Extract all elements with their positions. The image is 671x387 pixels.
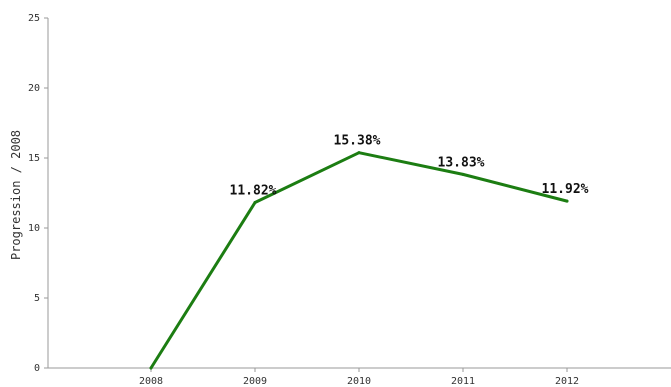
- y-tick-label: 0: [34, 363, 40, 374]
- x-tick-label: 2010: [347, 376, 371, 387]
- y-axis: 0 5 10 15 20 25: [28, 13, 49, 374]
- data-label: 15.38%: [334, 134, 381, 149]
- y-tick-label: 25: [28, 13, 40, 24]
- x-tick-label: 2009: [243, 376, 267, 387]
- y-tick-label: 15: [28, 153, 40, 164]
- x-tick-label: 2011: [451, 376, 475, 387]
- y-tick-label: 20: [28, 83, 40, 94]
- data-labels: 11.82% 15.38% 13.83% 11.92%: [230, 134, 589, 199]
- data-point: [461, 172, 465, 176]
- x-tick-label: 2012: [555, 376, 579, 387]
- data-label: 11.92%: [542, 182, 589, 197]
- data-point: [253, 201, 257, 205]
- data-point: [565, 199, 569, 203]
- y-axis-title: Progression / 2008: [9, 130, 23, 260]
- series-line: [149, 151, 569, 370]
- y-tick-label: 10: [28, 223, 40, 234]
- data-label: 11.82%: [230, 184, 277, 199]
- x-tick-label: 2008: [139, 376, 163, 387]
- data-label: 13.83%: [438, 155, 485, 170]
- data-point: [149, 366, 153, 370]
- series-layer: [149, 151, 569, 370]
- y-tick-label: 5: [34, 293, 40, 304]
- data-point: [357, 151, 361, 155]
- x-axis: 2008 2009 2010 2011 2012: [48, 367, 671, 387]
